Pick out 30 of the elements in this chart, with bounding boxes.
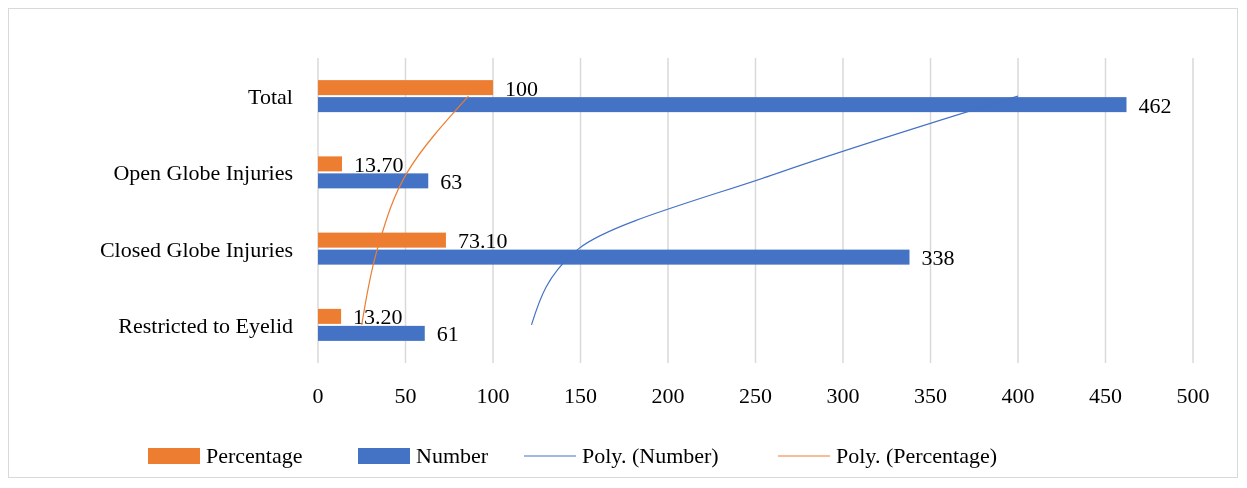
y-tick-label: Total: [248, 84, 293, 110]
x-tick-label: 350: [914, 383, 947, 408]
x-tick-label: 50: [394, 383, 417, 408]
x-tick-label: 100: [476, 383, 510, 408]
legend-label: Poly. (Number): [582, 443, 719, 468]
legend-label: Number: [416, 443, 489, 468]
x-tick-label: 150: [564, 383, 597, 408]
x-tick-label: 300: [826, 383, 860, 408]
y-tick-label: Open Globe Injuries: [113, 160, 293, 186]
y-tick-label: Restricted to Eyelid: [118, 312, 293, 338]
bar: [318, 156, 342, 172]
legend-label: Percentage: [206, 443, 303, 468]
x-tick-label: 400: [1001, 383, 1035, 408]
x-tick-label: 0: [312, 383, 324, 408]
bar: [318, 325, 425, 341]
data-label: 73.10: [457, 228, 508, 254]
y-tick-label: Closed Globe Injuries: [99, 236, 293, 262]
data-label: 462: [1138, 92, 1172, 118]
x-tick-label: 250: [739, 383, 772, 408]
x-tick-label: 450: [1089, 383, 1122, 408]
data-label: 63: [440, 168, 463, 194]
x-tick-label: 200: [651, 383, 685, 408]
bar: [318, 173, 429, 189]
data-label: 61: [436, 321, 459, 347]
bar: [318, 308, 342, 324]
data-label: 100: [505, 75, 538, 101]
data-label: 13.70: [353, 151, 404, 177]
data-label: 338: [921, 245, 955, 271]
x-tick-label: 500: [1176, 383, 1210, 408]
legend-label: Poly. (Percentage): [836, 443, 998, 468]
